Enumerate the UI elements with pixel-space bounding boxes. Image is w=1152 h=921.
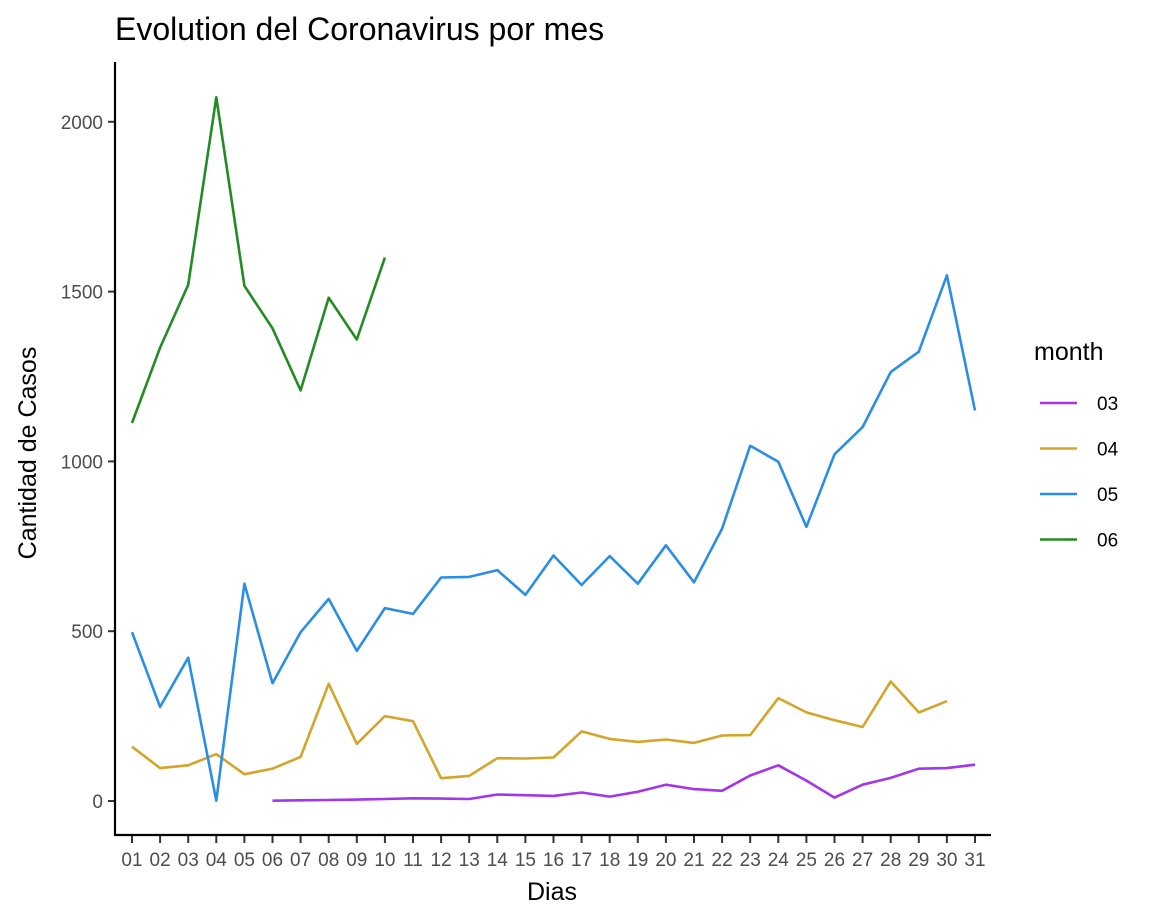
x-tick-label: 09 [346,850,367,871]
x-tick-label: 30 [936,850,957,871]
y-axis-title: Cantidad de Casos [14,347,42,560]
x-tick-label: 07 [290,850,311,871]
legend-label-03: 03 [1097,394,1118,415]
series-line-04 [131,680,948,780]
x-tick-label: 27 [852,850,873,871]
x-tick-label: 08 [318,850,339,871]
x-axis-title: Dias [527,878,577,906]
y-tick-label: 1500 [61,283,103,304]
series-line-06 [130,96,387,424]
x-tick-label: 21 [683,850,704,871]
x-tick-label: 18 [599,850,620,871]
x-tick-label: 24 [768,850,790,871]
x-tick-label: 23 [740,850,761,871]
x-tick-label: 20 [655,850,676,871]
x-tick-label: 25 [796,850,817,871]
x-tick-label: 05 [234,850,255,871]
legend-title: month [1034,338,1103,366]
y-tick-label: 500 [71,622,103,643]
x-tick-label: 04 [206,850,228,871]
x-tick-label: 01 [121,850,142,871]
x-tick-label: 10 [374,850,395,871]
x-tick-label: 26 [824,850,845,871]
x-tick-label: 06 [262,850,283,871]
legend-label-04: 04 [1097,440,1119,461]
x-tick-label: 19 [627,850,648,871]
x-tick-label: 31 [964,850,985,871]
chart-title: Evolution del Coronavirus por mes [115,11,604,47]
y-tick-label: 1000 [61,452,103,473]
x-tick-label: 28 [880,850,901,871]
x-tick-label: 12 [431,850,452,871]
x-tick-label: 29 [908,850,929,871]
series-line-03 [272,763,976,802]
x-axis-ticks: 01 02 03 04 05 06 07 08 09 10 11 12 13 14 15 16 17 18 19 20… [121,836,986,871]
legend: month 03 04 05 06 [1034,338,1119,552]
series-lines [130,96,977,802]
legend-label-06: 06 [1097,531,1118,552]
y-tick-label: 0 [92,792,103,813]
x-tick-label: 11 [403,850,423,871]
legend-items: 03 04 05 06 [1040,394,1119,552]
x-tick-label: 16 [543,850,564,871]
x-tick-label: 14 [487,850,509,871]
x-tick-label: 22 [712,850,733,871]
y-axis-ticks: 0 500 1000 1500 2000 [61,113,115,813]
y-tick-label: 2000 [61,113,103,134]
series-line-05 [130,274,977,802]
x-tick-label: 15 [515,850,536,871]
x-tick-label: 17 [571,850,592,871]
x-tick-label: 02 [150,850,171,871]
legend-label-05: 05 [1097,485,1118,506]
x-tick-label: 03 [178,850,199,871]
x-tick-label: 13 [459,850,480,871]
